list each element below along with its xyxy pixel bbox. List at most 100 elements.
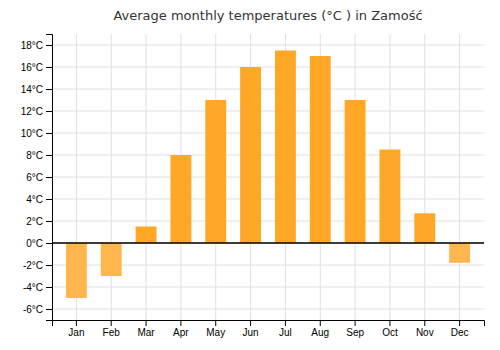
x-tick: Jun — [243, 320, 259, 338]
bar — [414, 213, 435, 243]
x-tick-mark — [111, 320, 112, 326]
title: Average monthly temperatures (°C ) in Za… — [113, 8, 422, 23]
y-tick-label: 2°C — [26, 216, 43, 227]
bar — [170, 155, 191, 243]
y-tick-label: -2°C — [23, 260, 43, 271]
y-tick-label: 16°C — [21, 62, 43, 73]
y-tick: 16°C — [21, 62, 52, 73]
x-tick: Nov — [416, 320, 434, 338]
x-tick-mark — [424, 320, 425, 326]
y-tick-mark — [46, 177, 52, 178]
x-tick-mark — [76, 320, 77, 326]
y-tick: 4°C — [26, 194, 52, 205]
y-tick-label: 10°C — [21, 128, 43, 139]
y-tick-mark — [46, 155, 52, 156]
y-tick: -6°C — [23, 304, 52, 315]
y-tick: 14°C — [21, 84, 52, 95]
y-tick-label: 0°C — [26, 238, 43, 249]
bar — [345, 100, 366, 243]
grid — [52, 34, 484, 320]
bar — [66, 243, 87, 298]
x-tick: Sep — [346, 320, 364, 338]
x-tick: Jul — [279, 320, 292, 338]
x-axis-line — [53, 321, 485, 327]
y-tick-mark — [46, 243, 52, 244]
y-grid-line — [52, 287, 484, 288]
x-tick: Mar — [137, 320, 155, 338]
plot: -6°C -4°C -2°C 0°C 2°C 4°C 6°C 8°C 10°C 12°C 14°C 1… — [21, 34, 485, 338]
y-axis: -6°C -4°C -2°C 0°C 2°C 4°C 6°C 8°C 10°C 12°C 14°C 1… — [21, 35, 53, 321]
bar — [275, 51, 296, 244]
y-tick-mark — [46, 199, 52, 200]
y-grid-line — [52, 133, 484, 134]
bar — [205, 100, 226, 243]
y-tick: -4°C — [23, 282, 52, 293]
x-grid-line — [424, 34, 425, 320]
y-tick-label: 18°C — [21, 40, 43, 51]
x-grid-line — [146, 34, 147, 320]
x-axis: Jan Feb Mar Apr May Jun Jul Aug Sep Oct Nov Dec — [53, 320, 485, 338]
x-tick-label: Mar — [137, 327, 155, 338]
y-tick: 8°C — [26, 150, 52, 161]
x-tick: Jan — [68, 320, 84, 338]
x-grid-line — [459, 34, 460, 320]
x-tick-label: Oct — [382, 327, 398, 338]
x-tick-label: Jan — [68, 327, 84, 338]
bar — [136, 227, 157, 244]
y-tick-label: 8°C — [26, 150, 43, 161]
x-tick-mark — [355, 320, 356, 326]
y-axis-line — [46, 35, 53, 321]
x-tick: Feb — [103, 320, 121, 338]
y-tick: 6°C — [26, 172, 52, 183]
y-grid-line — [52, 89, 484, 90]
bar — [310, 56, 331, 243]
x-tick: Oct — [382, 320, 398, 338]
y-tick-mark — [46, 111, 52, 112]
x-tick-mark — [215, 320, 216, 326]
x-tick: Apr — [173, 320, 189, 338]
chart: Average monthly temperatures (°C ) in Za… — [0, 0, 500, 350]
x-tick-label: May — [206, 327, 225, 338]
y-grid-line — [52, 199, 484, 200]
y-tick: 2°C — [26, 216, 52, 227]
y-grid-line — [52, 309, 484, 310]
y-tick: 18°C — [21, 40, 52, 51]
x-grid-line — [111, 34, 112, 320]
y-grid-line — [52, 243, 484, 244]
y-tick: 10°C — [21, 128, 52, 139]
y-tick-label: 6°C — [26, 172, 43, 183]
x-tick-mark — [459, 320, 460, 326]
y-tick-label: 12°C — [21, 106, 43, 117]
y-tick-mark — [46, 221, 52, 222]
y-tick-mark — [46, 67, 52, 68]
y-tick: 12°C — [21, 106, 52, 117]
y-tick-mark — [46, 287, 52, 288]
x-tick-label: Feb — [103, 327, 121, 338]
x-tick-mark — [320, 320, 321, 326]
y-tick-label: -6°C — [23, 304, 43, 315]
y-tick-label: 4°C — [26, 194, 43, 205]
y-grid-line — [52, 45, 484, 46]
bar — [449, 243, 470, 263]
y-tick-mark — [46, 45, 52, 46]
zero-line — [52, 242, 484, 244]
y-tick-label: -4°C — [23, 282, 43, 293]
x-tick-label: Jun — [243, 327, 259, 338]
x-tick-mark — [389, 320, 390, 326]
y-tick-mark — [46, 309, 52, 310]
x-tick-label: Aug — [311, 327, 329, 338]
y-grid-line — [52, 67, 484, 68]
y-tick: 0°C — [26, 238, 52, 249]
y-tick-mark — [46, 265, 52, 266]
y-grid-line — [52, 155, 484, 156]
bar — [101, 243, 122, 276]
x-tick: May — [206, 320, 225, 338]
y-tick: -2°C — [23, 260, 52, 271]
x-tick-label: Apr — [173, 327, 189, 338]
y-grid-line — [52, 111, 484, 112]
y-grid-line — [52, 177, 484, 178]
x-tick-label: Dec — [451, 327, 469, 338]
x-tick-label: Jul — [279, 327, 292, 338]
x-tick-mark — [146, 320, 147, 326]
x-tick-label: Sep — [346, 327, 364, 338]
